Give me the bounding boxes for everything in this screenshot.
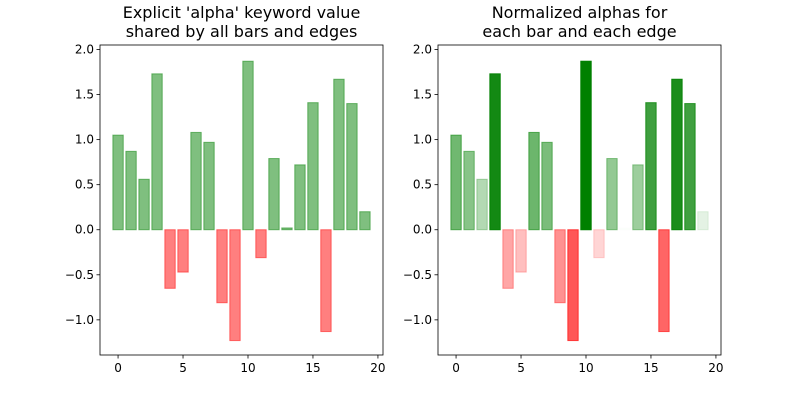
bar (697, 211, 709, 231)
bar (307, 102, 319, 231)
x-tick-label: 10 (240, 361, 255, 375)
bar (151, 73, 163, 231)
axes-frame (437, 44, 722, 356)
x-tick-label: 0 (114, 361, 122, 375)
bar (580, 60, 592, 231)
y-tick-label: 1.5 (75, 88, 94, 102)
bar (489, 73, 501, 231)
bar (138, 178, 150, 231)
y-tick-label: 0.0 (413, 223, 432, 237)
bar (164, 229, 176, 289)
bar (684, 103, 696, 231)
bar (294, 164, 306, 231)
bar (632, 164, 644, 231)
y-tick-label: 0.5 (75, 178, 94, 192)
bar (502, 229, 514, 289)
x-tick-label: 0 (452, 361, 460, 375)
bar (450, 134, 462, 231)
bar (606, 158, 618, 231)
bar (229, 229, 241, 342)
bar (190, 131, 202, 231)
y-tick-label: 0.5 (413, 178, 432, 192)
y-tick-label: −0.5 (65, 268, 94, 282)
bar (177, 229, 189, 273)
bar (125, 150, 137, 231)
bar (528, 131, 540, 231)
y-tick-label: −1.0 (65, 313, 94, 327)
chart-title: shared by all bars and edges (126, 22, 358, 41)
bar (242, 60, 254, 231)
bar (541, 141, 553, 231)
bar (281, 227, 293, 231)
bar (593, 229, 605, 259)
bar (476, 178, 488, 231)
bar (658, 229, 670, 333)
bar (320, 229, 332, 333)
x-tick-label: 15 (643, 361, 658, 375)
x-tick-label: 5 (517, 361, 525, 375)
chart-title: Explicit 'alpha' keyword value (123, 3, 361, 22)
x-tick-label: 15 (305, 361, 320, 375)
bar (515, 229, 527, 273)
bar (346, 103, 358, 231)
bar (620, 228, 630, 230)
bar (567, 229, 579, 342)
chart-title: Normalized alphas for (492, 3, 668, 22)
bar (112, 134, 124, 231)
bar (463, 150, 475, 231)
bar (671, 78, 683, 231)
bar (554, 229, 566, 304)
x-tick-label: 5 (179, 361, 187, 375)
chart-title: each bar and each edge (482, 22, 676, 41)
bar (645, 102, 657, 231)
bar (268, 158, 280, 231)
y-tick-label: −0.5 (403, 268, 432, 282)
bar (333, 78, 345, 231)
y-tick-label: 0.0 (75, 223, 94, 237)
x-tick-label: 20 (708, 361, 723, 375)
x-tick-label: 20 (370, 361, 385, 375)
y-tick-label: −1.0 (403, 313, 432, 327)
y-tick-label: 2.0 (75, 43, 94, 57)
x-tick-label: 10 (578, 361, 593, 375)
axes-frame (99, 44, 384, 356)
bar (255, 229, 267, 259)
y-tick-label: 1.0 (75, 133, 94, 147)
y-tick-label: 2.0 (413, 43, 432, 57)
bar (216, 229, 228, 304)
y-tick-label: 1.5 (413, 88, 432, 102)
bar (359, 211, 371, 231)
y-tick-label: 1.0 (413, 133, 432, 147)
bar (203, 141, 215, 231)
